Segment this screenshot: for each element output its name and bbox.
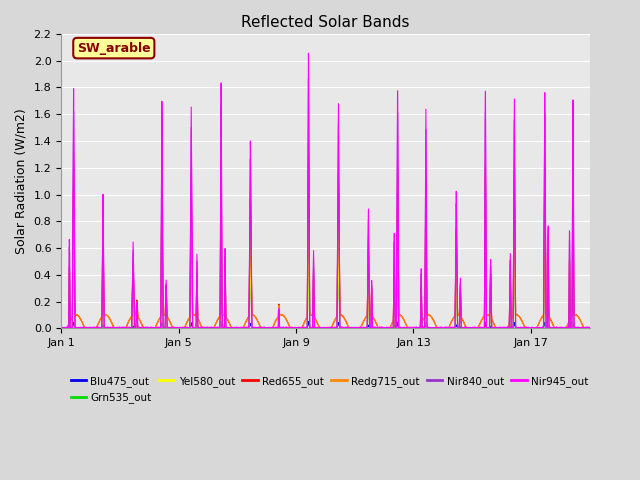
Nir840_out bbox=[249, 325, 257, 331]
Red655_out bbox=[174, 325, 182, 331]
Yel580_out bbox=[305, 221, 312, 227]
Redg715_out bbox=[140, 325, 148, 331]
Title: Reflected Solar Bands: Reflected Solar Bands bbox=[241, 15, 410, 30]
Grn535_out bbox=[518, 325, 525, 331]
Red655_out bbox=[249, 312, 257, 318]
Line: Redg715_out: Redg715_out bbox=[61, 165, 589, 328]
Nir945_out bbox=[305, 50, 312, 56]
Redg715_out bbox=[109, 322, 116, 327]
Grn535_out bbox=[109, 325, 116, 331]
Nir840_out bbox=[305, 76, 312, 82]
Redg715_out bbox=[342, 319, 350, 324]
Nir840_out bbox=[175, 325, 182, 331]
Y-axis label: Solar Radiation (W/m2): Solar Radiation (W/m2) bbox=[15, 108, 28, 254]
Nir840_out bbox=[141, 325, 148, 331]
Blu475_out bbox=[348, 325, 356, 331]
Grn535_out bbox=[305, 235, 312, 240]
Yel580_out bbox=[58, 325, 65, 331]
Text: SW_arable: SW_arable bbox=[77, 42, 150, 55]
Yel580_out bbox=[342, 325, 350, 331]
Line: Blu475_out: Blu475_out bbox=[61, 322, 589, 328]
Red655_out bbox=[342, 319, 350, 324]
Red655_out bbox=[586, 325, 593, 331]
Blu475_out bbox=[249, 325, 257, 331]
Redg715_out bbox=[305, 162, 312, 168]
Blu475_out bbox=[174, 325, 182, 331]
Yel580_out bbox=[109, 325, 116, 331]
Blu475_out bbox=[140, 325, 148, 331]
Yel580_out bbox=[174, 325, 182, 331]
Yel580_out bbox=[249, 325, 257, 331]
Redg715_out bbox=[249, 312, 257, 318]
Red655_out bbox=[58, 325, 65, 331]
Nir945_out bbox=[109, 325, 116, 331]
Grn535_out bbox=[249, 325, 257, 331]
Line: Nir840_out: Nir840_out bbox=[61, 79, 589, 328]
Line: Yel580_out: Yel580_out bbox=[61, 224, 589, 328]
Redg715_out bbox=[174, 325, 182, 331]
Nir840_out bbox=[111, 325, 118, 331]
Red655_out bbox=[109, 321, 116, 327]
Nir945_out bbox=[249, 325, 257, 331]
Blu475_out bbox=[518, 325, 525, 331]
Red655_out bbox=[321, 325, 328, 331]
Blu475_out bbox=[342, 325, 350, 331]
Nir840_out bbox=[109, 325, 116, 331]
Legend: Blu475_out, Grn535_out, Yel580_out, Red655_out, Redg715_out, Nir840_out, Nir945_: Blu475_out, Grn535_out, Yel580_out, Red6… bbox=[67, 372, 593, 407]
Nir945_out bbox=[518, 324, 525, 330]
Nir945_out bbox=[58, 325, 65, 331]
Nir840_out bbox=[58, 325, 65, 331]
Line: Nir945_out: Nir945_out bbox=[61, 53, 589, 328]
Yel580_out bbox=[518, 325, 525, 331]
Blu475_out bbox=[586, 325, 593, 331]
Grn535_out bbox=[586, 325, 593, 331]
Grn535_out bbox=[58, 325, 65, 331]
Nir840_out bbox=[518, 325, 525, 331]
Line: Grn535_out: Grn535_out bbox=[61, 238, 589, 328]
Yel580_out bbox=[140, 325, 148, 331]
Blu475_out bbox=[58, 325, 65, 331]
Nir840_out bbox=[586, 325, 593, 331]
Nir945_out bbox=[342, 324, 350, 330]
Blu475_out bbox=[109, 325, 116, 331]
Yel580_out bbox=[586, 325, 593, 331]
Redg715_out bbox=[436, 325, 444, 331]
Redg715_out bbox=[58, 325, 65, 331]
Grn535_out bbox=[342, 325, 350, 331]
Red655_out bbox=[140, 325, 148, 331]
Nir945_out bbox=[175, 325, 182, 331]
Blu475_out bbox=[305, 319, 312, 324]
Red655_out bbox=[518, 318, 525, 324]
Nir945_out bbox=[140, 325, 148, 331]
Nir945_out bbox=[586, 324, 593, 330]
Line: Red655_out: Red655_out bbox=[61, 143, 589, 328]
Nir945_out bbox=[170, 325, 177, 331]
Grn535_out bbox=[175, 325, 182, 331]
Red655_out bbox=[305, 140, 312, 146]
Redg715_out bbox=[586, 325, 593, 331]
Grn535_out bbox=[141, 325, 148, 331]
Yel580_out bbox=[263, 325, 271, 331]
Redg715_out bbox=[518, 317, 525, 323]
Grn535_out bbox=[113, 325, 121, 331]
Nir840_out bbox=[342, 325, 350, 331]
